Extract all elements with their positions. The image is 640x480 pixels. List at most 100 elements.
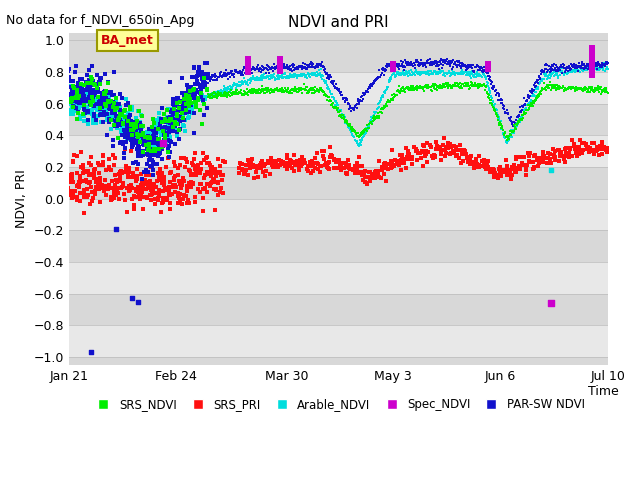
Point	[586, 61, 596, 69]
Point	[164, 142, 174, 149]
Point	[300, 63, 310, 71]
Point	[115, 117, 125, 125]
Point	[468, 158, 479, 166]
Point	[439, 57, 449, 64]
Point	[366, 117, 376, 124]
Point	[276, 65, 286, 72]
Point	[76, 89, 86, 96]
Point	[550, 64, 561, 72]
Point	[374, 103, 384, 111]
Point	[401, 69, 412, 76]
Point	[160, 123, 170, 131]
Point	[84, 109, 94, 117]
Point	[78, 169, 88, 177]
Point	[156, 115, 166, 122]
Point	[237, 80, 248, 88]
Point	[229, 91, 239, 98]
Point	[131, 114, 141, 122]
Point	[422, 58, 433, 66]
Point	[580, 140, 591, 148]
Point	[124, 132, 134, 140]
Point	[506, 175, 516, 182]
Point	[159, 126, 169, 133]
Point	[175, 98, 185, 106]
Point	[397, 67, 408, 74]
Point	[372, 170, 383, 178]
Point	[63, 65, 74, 73]
Point	[393, 70, 403, 78]
Point	[287, 86, 298, 94]
Point	[249, 75, 259, 83]
Point	[220, 91, 230, 98]
Point	[541, 72, 552, 80]
Point	[380, 103, 390, 111]
Point	[212, 94, 222, 102]
Point	[409, 70, 419, 78]
Point	[562, 71, 572, 78]
Point	[132, 183, 143, 191]
Point	[381, 163, 391, 170]
Point	[209, 166, 220, 173]
Point	[413, 84, 424, 92]
Point	[422, 84, 432, 92]
Point	[265, 65, 275, 72]
Point	[132, 193, 142, 201]
Point	[396, 85, 406, 93]
Point	[111, 119, 121, 126]
Point	[98, 100, 108, 108]
Point	[378, 104, 388, 111]
Point	[221, 88, 231, 96]
Point	[541, 85, 552, 93]
Point	[404, 61, 414, 69]
Point	[535, 78, 545, 86]
Point	[496, 125, 506, 132]
Point	[151, 189, 161, 197]
Point	[294, 62, 304, 70]
Point	[576, 62, 586, 70]
Point	[102, 116, 112, 124]
Point	[88, 166, 99, 174]
Point	[91, 97, 101, 105]
Point	[389, 161, 399, 168]
Point	[563, 68, 573, 75]
Point	[83, 108, 93, 116]
Point	[84, 170, 94, 178]
Point	[586, 64, 596, 72]
Point	[419, 162, 429, 169]
Point	[508, 127, 518, 135]
Point	[103, 96, 113, 104]
Point	[275, 63, 285, 71]
Point	[555, 66, 565, 73]
Point	[286, 86, 296, 94]
Point	[599, 60, 609, 67]
Point	[148, 167, 158, 174]
Point	[183, 196, 193, 204]
Point	[111, 107, 121, 114]
Point	[195, 180, 205, 187]
Point	[560, 68, 570, 76]
Point	[180, 100, 190, 108]
Point	[179, 98, 189, 106]
Point	[525, 102, 535, 110]
Point	[268, 161, 278, 169]
Point	[579, 83, 589, 91]
Point	[158, 131, 168, 138]
Title: NDVI and PRI: NDVI and PRI	[288, 15, 388, 30]
Point	[550, 69, 561, 76]
Point	[199, 175, 209, 182]
Point	[571, 84, 581, 91]
Point	[390, 91, 401, 99]
Point	[474, 66, 484, 73]
Point	[594, 60, 604, 68]
Point	[294, 87, 304, 95]
Point	[406, 84, 417, 92]
Bar	[69, 167, 607, 199]
Point	[77, 95, 87, 103]
Point	[486, 92, 497, 100]
Point	[170, 140, 180, 148]
Point	[298, 160, 308, 168]
Point	[183, 84, 193, 92]
Point	[538, 75, 548, 83]
Point	[79, 97, 90, 105]
Point	[401, 84, 412, 92]
